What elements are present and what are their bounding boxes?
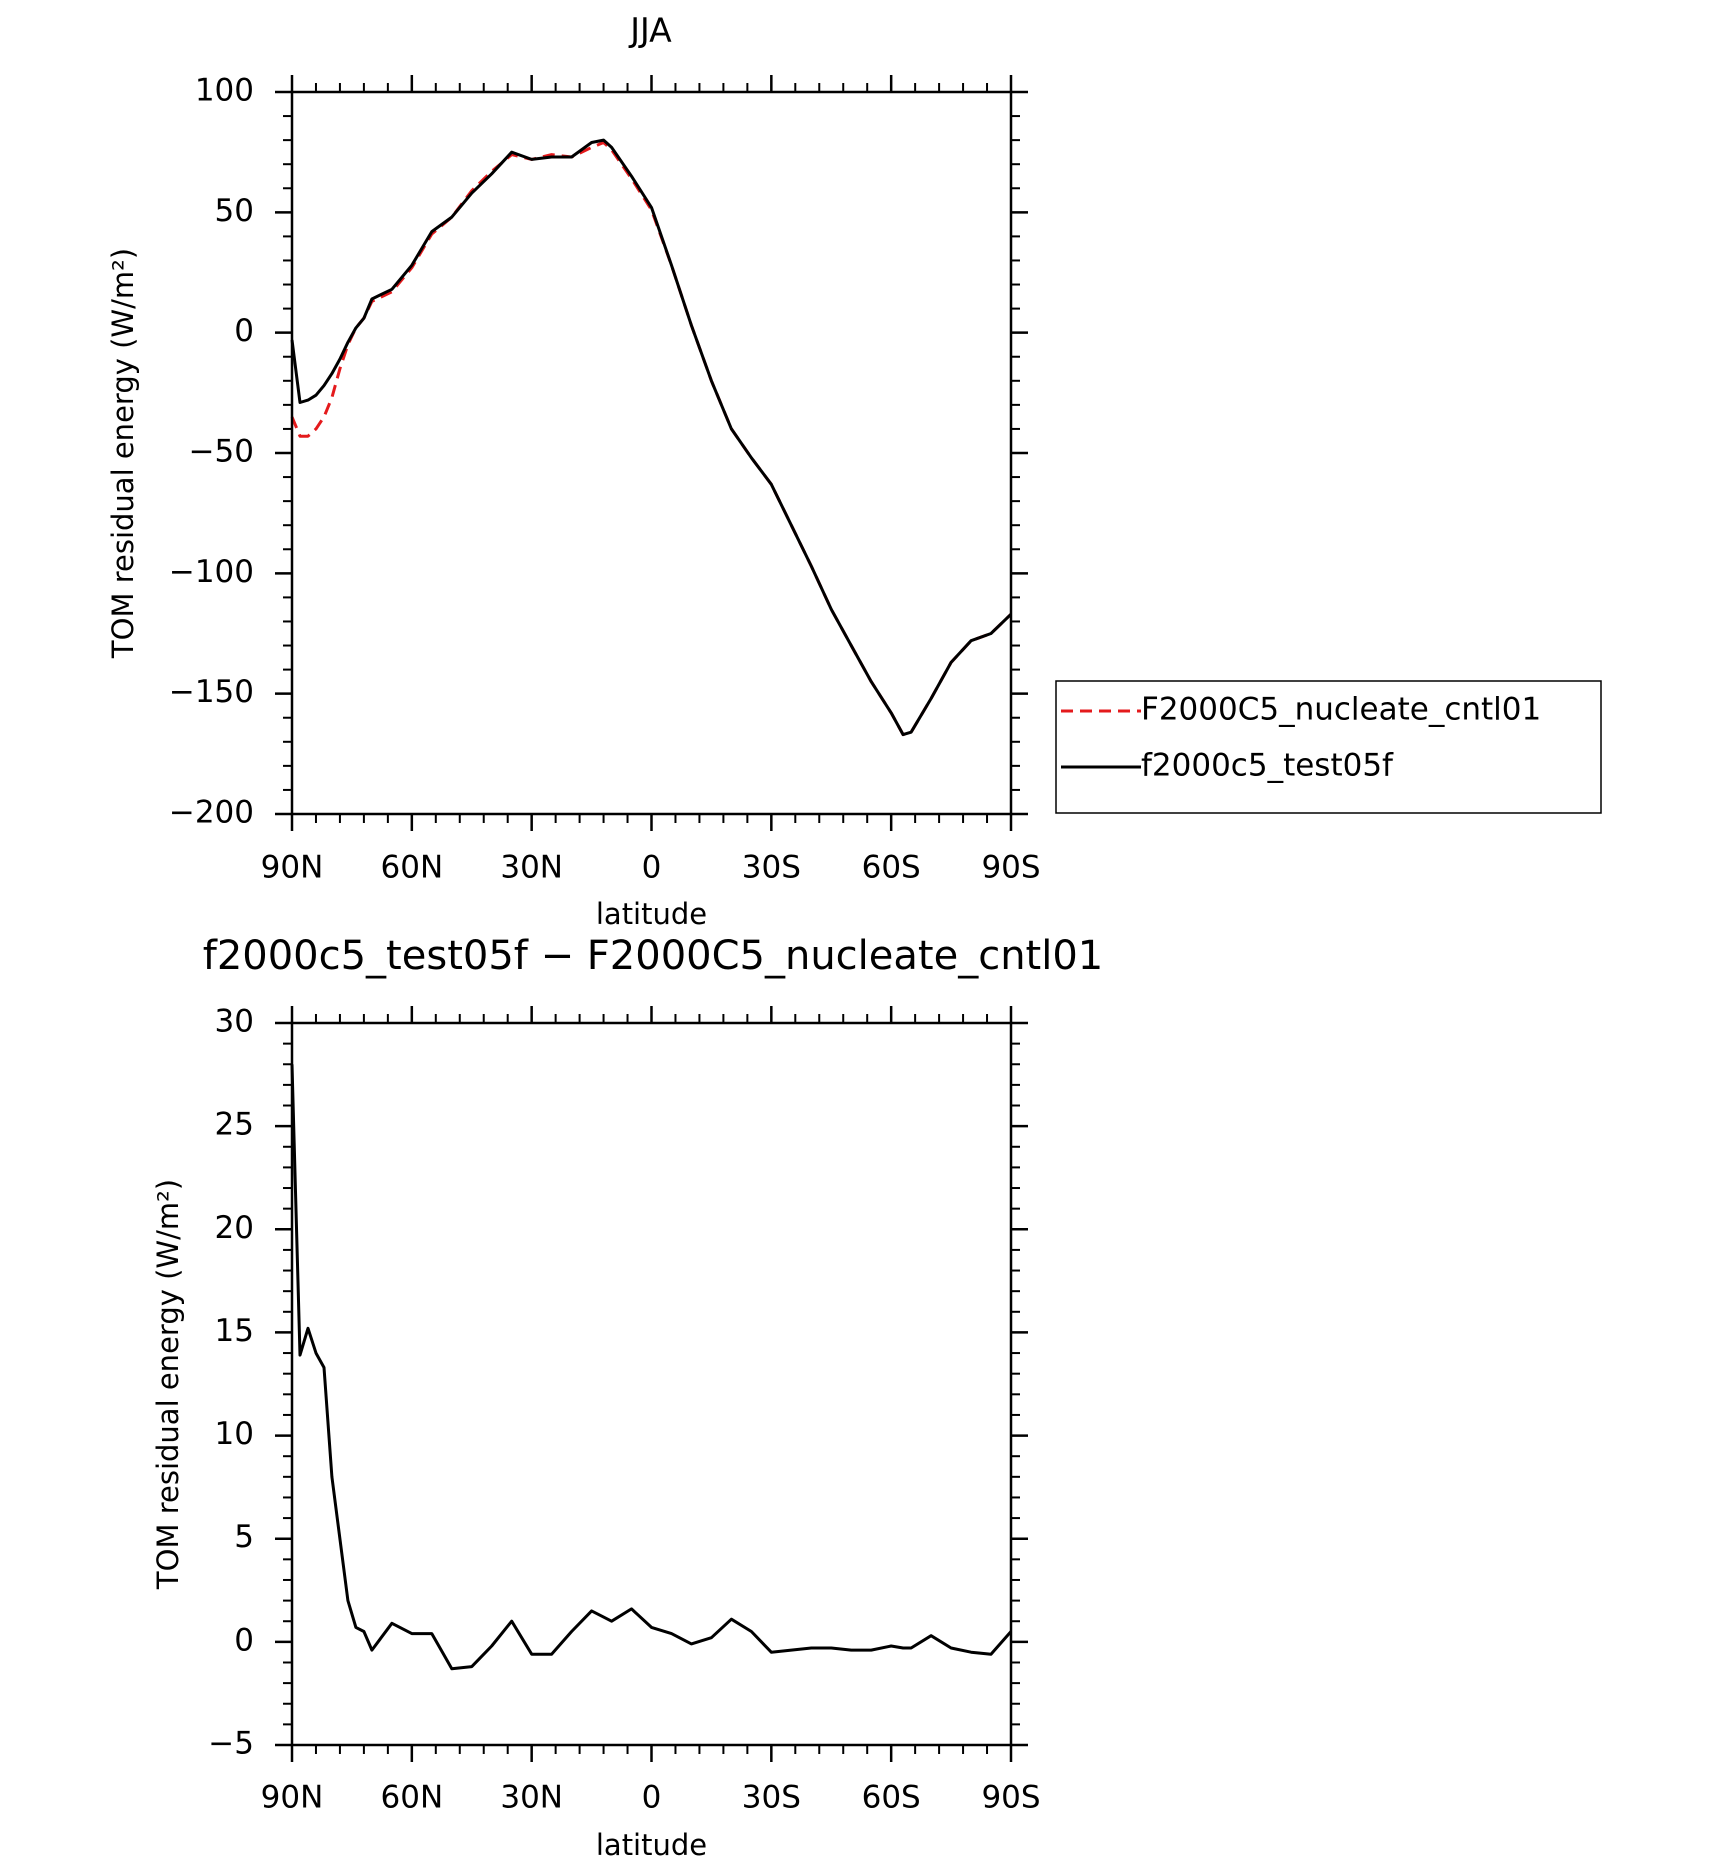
x-axis-label: latitude xyxy=(596,1828,707,1862)
x-tick-label: 90N xyxy=(261,1780,324,1816)
y-tick-label: −200 xyxy=(169,795,254,831)
y-tick-label: 20 xyxy=(215,1210,254,1246)
x-axis-label: latitude xyxy=(596,897,707,931)
x-tick-label: 0 xyxy=(642,850,662,886)
legend-box xyxy=(1055,680,1602,814)
y-tick-label: 100 xyxy=(195,73,254,109)
y-tick-label: −100 xyxy=(169,554,254,590)
x-tick-label: 60N xyxy=(381,1780,444,1816)
y-tick-label: −50 xyxy=(189,434,254,470)
chart-title: f2000c5_test05f − F2000C5_nucleate_cntl0… xyxy=(203,933,1104,979)
x-tick-label: 60N xyxy=(381,850,444,886)
x-tick-label: 0 xyxy=(642,1780,662,1816)
chart-title: JJA xyxy=(628,11,672,50)
plot-frame xyxy=(290,90,1013,816)
series-line xyxy=(290,141,1013,737)
x-tick-label: 30N xyxy=(500,1780,563,1816)
series-line xyxy=(290,1064,1013,1671)
x-tick-label: 30N xyxy=(500,850,563,886)
legend-label: f2000c5_test05f xyxy=(1141,748,1394,784)
series-line xyxy=(290,138,1013,737)
y-tick-label: 15 xyxy=(215,1313,254,1349)
y-tick-label: 5 xyxy=(234,1519,254,1555)
y-tick-label: 50 xyxy=(215,193,254,229)
y-axis-label: TOM residual energy (W/m²) xyxy=(106,248,140,659)
legend-label: F2000C5_nucleate_cntl01 xyxy=(1141,692,1541,728)
y-tick-label: 0 xyxy=(234,1622,254,1658)
y-tick-label: −150 xyxy=(169,674,254,710)
x-tick-label: 90N xyxy=(261,850,324,886)
y-tick-label: 10 xyxy=(215,1416,254,1452)
y-tick-label: 0 xyxy=(234,313,254,349)
y-tick-label: 25 xyxy=(215,1107,254,1143)
x-tick-label: 90S xyxy=(981,850,1040,886)
y-tick-label: 30 xyxy=(215,1004,254,1040)
x-tick-label: 90S xyxy=(981,1780,1040,1816)
y-axis-label: TOM residual energy (W/m²) xyxy=(151,1179,185,1590)
x-tick-label: 30S xyxy=(742,850,801,886)
x-tick-label: 30S xyxy=(742,1780,801,1816)
y-tick-label: −5 xyxy=(208,1726,254,1762)
plot-frame xyxy=(290,1021,1013,1747)
x-tick-label: 60S xyxy=(862,850,921,886)
x-tick-label: 60S xyxy=(862,1780,921,1816)
